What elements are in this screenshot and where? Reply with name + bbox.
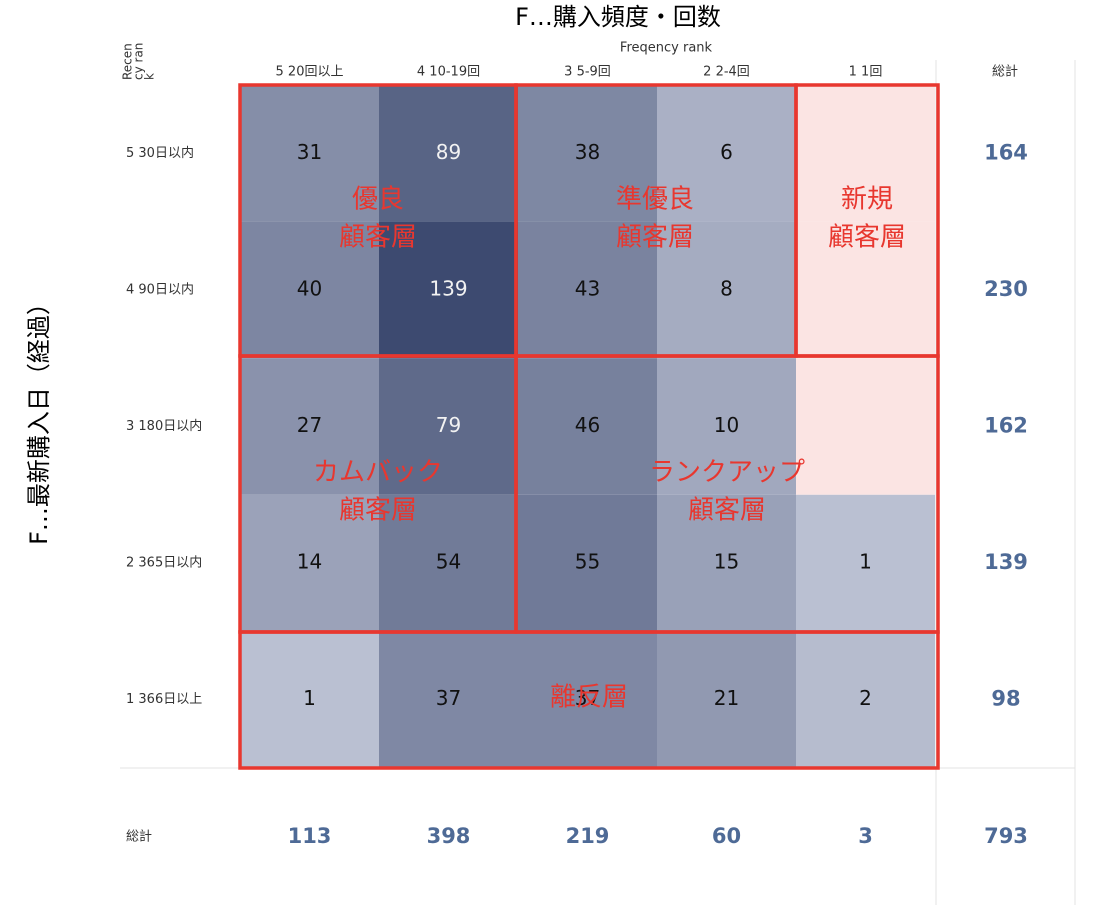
cell-value: 8 xyxy=(720,276,733,300)
row-total: 230 xyxy=(984,277,1028,301)
cell-value: 21 xyxy=(714,686,739,710)
heat-cell xyxy=(657,358,796,495)
heat-cell xyxy=(379,494,518,632)
cell-value: 10 xyxy=(714,413,739,437)
heat-cell xyxy=(379,221,518,359)
cell-value: 1 xyxy=(859,550,872,574)
segment-label: 新規 xyxy=(841,185,893,215)
row-header: 4 90日以内 xyxy=(126,281,194,297)
cell-value: 1 xyxy=(303,686,316,710)
heat-cell xyxy=(379,358,518,495)
column-header: 5 20回以上 xyxy=(276,65,344,80)
segment-label: 顧客層 xyxy=(339,223,417,253)
column-total: 398 xyxy=(427,824,471,848)
row-header: 1 366日以上 xyxy=(126,692,202,707)
highlight-cell xyxy=(796,85,935,222)
heat-cell xyxy=(240,358,379,495)
row-header: 3 180日以内 xyxy=(126,418,202,434)
heat-cell xyxy=(518,221,657,359)
row-total: 162 xyxy=(984,414,1028,438)
cell-value: 46 xyxy=(575,413,600,437)
cell-value: 37 xyxy=(436,686,461,710)
total-label: 総計 xyxy=(126,829,152,845)
heat-cell xyxy=(657,221,796,359)
heat-cell xyxy=(657,494,796,632)
cell-value: 54 xyxy=(436,550,461,574)
column-total: 219 xyxy=(566,824,610,848)
cell-value: 38 xyxy=(575,140,600,164)
cell-value: 27 xyxy=(297,413,322,437)
heat-cell xyxy=(518,494,657,632)
cell-value: 6 xyxy=(720,140,733,164)
heat-cell xyxy=(518,631,657,768)
row-total: 139 xyxy=(984,550,1028,574)
segment-frame xyxy=(238,630,940,770)
x-axis-label: Freqency rank xyxy=(620,41,713,56)
heat-cell xyxy=(657,631,796,768)
row-header: 2 365日以内 xyxy=(126,555,202,571)
segment-label: 顧客層 xyxy=(688,496,766,526)
heat-cell xyxy=(518,85,657,222)
heat-cell xyxy=(379,85,518,222)
cell-value: 14 xyxy=(297,550,322,574)
segment-label: 優良 xyxy=(352,185,404,215)
highlight-cell xyxy=(796,221,935,359)
cells xyxy=(240,85,935,768)
segment-label: カムバック xyxy=(313,458,443,488)
segment-label: 準優良 xyxy=(616,185,694,215)
column-total: 3 xyxy=(858,824,873,848)
heat-cell xyxy=(240,85,379,222)
segment-label: 顧客層 xyxy=(616,223,694,253)
cell-value: 37 xyxy=(575,686,600,710)
heat-cell xyxy=(379,631,518,768)
chart-title: F…購入頻度・回数 xyxy=(515,3,721,31)
segment-label: ランクアップ xyxy=(649,458,805,488)
total-header: 総計 xyxy=(992,64,1018,80)
column-header: 4 10-19回 xyxy=(417,65,480,80)
y-axis-label: Recen xyxy=(121,43,135,80)
row-total: 98 xyxy=(991,687,1020,711)
column-header: 1 1回 xyxy=(849,65,883,80)
heat-cell xyxy=(240,631,379,768)
column-total: 60 xyxy=(712,824,741,848)
heat-cell xyxy=(796,494,935,632)
y-axis-label: k xyxy=(143,73,157,80)
cell-value: 55 xyxy=(575,550,600,574)
cell-value: 15 xyxy=(714,550,739,574)
segment-label: 離反層 xyxy=(550,683,628,713)
cell-value: 31 xyxy=(297,140,322,164)
segment-label: 顧客層 xyxy=(828,223,906,253)
segment-label: 顧客層 xyxy=(339,496,417,526)
highlight-cell xyxy=(796,358,935,495)
heat-cell xyxy=(240,221,379,359)
cell-value: 40 xyxy=(297,276,322,300)
grand-total: 793 xyxy=(984,824,1028,848)
heat-cell xyxy=(657,85,796,222)
heat-cell xyxy=(518,358,657,495)
heat-cell xyxy=(240,494,379,632)
column-header: 2 2-4回 xyxy=(703,65,750,80)
row-header: 5 30日以内 xyxy=(126,145,194,161)
cell-value: 79 xyxy=(436,413,461,437)
column-total: 113 xyxy=(288,824,332,848)
cell-value: 139 xyxy=(429,276,467,300)
y-axis-label: cy ran xyxy=(132,43,146,80)
cell-value: 43 xyxy=(575,276,600,300)
column-header: 3 5-9回 xyxy=(564,65,611,80)
cell-value: 89 xyxy=(436,140,461,164)
heat-cell xyxy=(796,631,935,768)
y-axis-title: F…最新購入日（経過） xyxy=(25,291,53,545)
row-total: 164 xyxy=(984,140,1028,164)
cell-value: 2 xyxy=(859,686,872,710)
